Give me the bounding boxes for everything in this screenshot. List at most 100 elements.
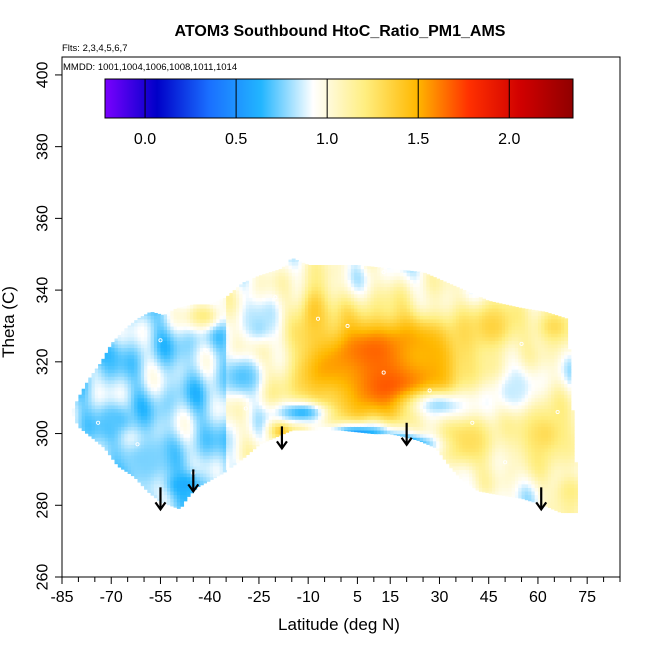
- heatmap-cell: [314, 412, 319, 417]
- heatmap-cell: [429, 333, 434, 338]
- heatmap-cell: [209, 462, 214, 467]
- heatmap-cell: [199, 354, 204, 359]
- heatmap-cell: [350, 415, 355, 420]
- heatmap-cell: [298, 365, 303, 370]
- heatmap-cell: [308, 293, 313, 298]
- heatmap-cell: [199, 473, 204, 478]
- heatmap-cell: [242, 415, 247, 420]
- heatmap-cell: [301, 322, 306, 327]
- heatmap-cell: [190, 354, 194, 359]
- heatmap-cell: [377, 308, 381, 313]
- heatmap-cell: [377, 369, 381, 374]
- heatmap-cell: [209, 451, 214, 456]
- heatmap-cell: [426, 397, 431, 402]
- heatmap-cell: [344, 282, 349, 288]
- heatmap-cell: [403, 308, 408, 313]
- heatmap-cell: [357, 268, 362, 273]
- heatmap-cell: [413, 433, 418, 438]
- heatmap-cell: [167, 312, 171, 316]
- heatmap-cell: [295, 279, 299, 284]
- heatmap-cell: [111, 397, 116, 402]
- heatmap-cell: [144, 415, 148, 420]
- heatmap-cell: [432, 286, 437, 291]
- heatmap-cell: [275, 318, 280, 323]
- heatmap-cell: [193, 429, 198, 435]
- heatmap-cell: [258, 329, 263, 334]
- heatmap-cell: [245, 280, 250, 284]
- heatmap-cell: [285, 325, 290, 331]
- heatmap-cell: [147, 490, 152, 493]
- heatmap-cell: [304, 264, 309, 266]
- heatmap-cell: [226, 347, 230, 352]
- heatmap-cell: [416, 329, 421, 334]
- heatmap-cell: [147, 419, 152, 424]
- heatmap-cell: [308, 268, 313, 273]
- heatmap-cell: [127, 419, 132, 424]
- heatmap-cell: [232, 415, 237, 420]
- heatmap-cell: [222, 376, 227, 381]
- heatmap-cell: [219, 308, 224, 313]
- heatmap-cell: [193, 383, 198, 388]
- heatmap-cell: [432, 369, 437, 374]
- heatmap-cell: [281, 426, 286, 431]
- heatmap-cell: [239, 290, 244, 295]
- heatmap-cell: [377, 408, 381, 413]
- heatmap-cell: [396, 390, 401, 395]
- heatmap-cell: [275, 270, 280, 273]
- heatmap-cell: [386, 408, 391, 413]
- heatmap-cell: [367, 279, 372, 284]
- heatmap-cell: [144, 437, 148, 442]
- heatmap-cell: [130, 329, 135, 334]
- heatmap-cell: [163, 329, 168, 334]
- heatmap-cell: [104, 401, 109, 406]
- heatmap-cell: [327, 286, 332, 291]
- heatmap-cell: [400, 272, 404, 277]
- heatmap-cell: [301, 365, 306, 370]
- heatmap-cell: [377, 322, 381, 327]
- heatmap-cell: [390, 318, 395, 323]
- heatmap-cell: [357, 397, 362, 402]
- heatmap-cell: [363, 422, 368, 427]
- heatmap-cell: [216, 329, 221, 334]
- heatmap-cell: [183, 487, 188, 492]
- heatmap-cell: [147, 383, 152, 388]
- heatmap-cell: [370, 333, 375, 338]
- heatmap-cell: [386, 290, 391, 295]
- heatmap-cell: [206, 419, 211, 424]
- heatmap-cell: [291, 386, 296, 392]
- heatmap-cell: [350, 333, 355, 338]
- heatmap-cell: [341, 325, 345, 331]
- heatmap-cell: [212, 336, 217, 341]
- heatmap-cell: [426, 408, 431, 413]
- heatmap-cell: [347, 429, 352, 432]
- heatmap-cell: [265, 383, 270, 388]
- heatmap-cell: [222, 369, 227, 374]
- heatmap-cell: [360, 383, 365, 388]
- heatmap-cell: [209, 322, 214, 327]
- heatmap-cell: [370, 340, 375, 345]
- heatmap-cell: [390, 379, 395, 384]
- heatmap-cell: [419, 426, 424, 431]
- heatmap-cell: [252, 415, 257, 420]
- heatmap-cell: [288, 372, 293, 377]
- heatmap-cell: [396, 354, 401, 359]
- heatmap-cell: [423, 282, 427, 288]
- heatmap-cell: [239, 369, 244, 374]
- heatmap-cell: [84, 390, 89, 395]
- heatmap-cell: [157, 473, 162, 478]
- heatmap-cell: [367, 404, 372, 410]
- heatmap-cell: [288, 376, 293, 381]
- heatmap-cell: [147, 369, 152, 374]
- heatmap-cell: [216, 369, 221, 374]
- heatmap-cell: [308, 404, 313, 410]
- heatmap-cell: [114, 462, 119, 465]
- heatmap-cell: [344, 297, 349, 302]
- heatmap-cell: [367, 358, 372, 363]
- heatmap-cell: [272, 297, 276, 302]
- heatmap-cell: [157, 469, 162, 474]
- heatmap-cell: [275, 290, 280, 295]
- heatmap-cell: [199, 311, 204, 316]
- heatmap-cell: [94, 386, 99, 392]
- heatmap-cell: [163, 465, 168, 471]
- heatmap-cell: [363, 365, 368, 370]
